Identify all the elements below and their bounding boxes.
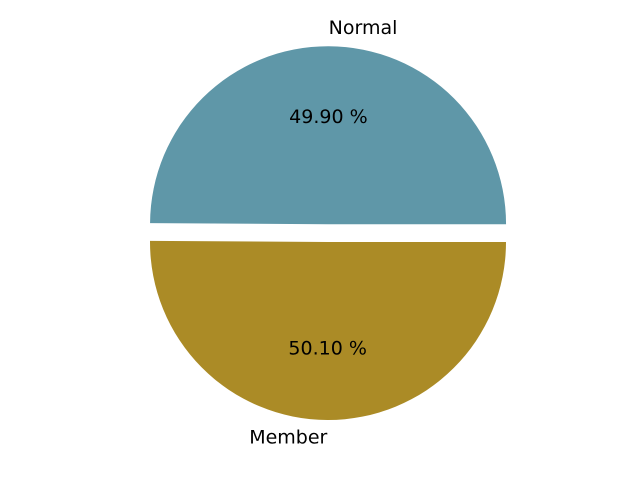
slice-percent-normal: 49.90 % <box>289 106 368 128</box>
pie-slice-member <box>150 240 507 420</box>
slice-label-member: Member <box>249 426 327 448</box>
slice-label-normal: Normal <box>329 17 398 39</box>
pie-slice-normal <box>150 46 507 225</box>
slice-percent-member: 50.10 % <box>288 337 367 359</box>
